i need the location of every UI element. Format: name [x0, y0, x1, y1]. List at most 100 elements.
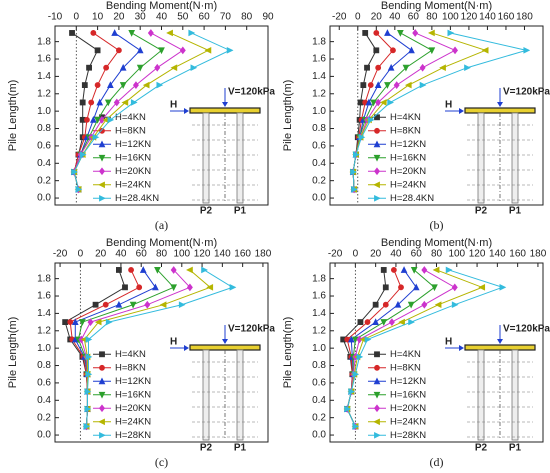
caption: (c): [155, 455, 168, 469]
series-line: [73, 32, 120, 190]
point: [156, 81, 164, 89]
legend-marker: [98, 140, 106, 148]
point: [451, 301, 459, 309]
legend-label: H=16KN: [390, 389, 426, 400]
point: [188, 29, 196, 37]
point: [186, 266, 193, 274]
x-tick-label: -20: [328, 249, 343, 260]
point: [408, 46, 415, 54]
series-line: [346, 269, 504, 427]
point: [170, 266, 177, 274]
legend-marker: [98, 377, 106, 385]
point: [398, 284, 404, 291]
point: [122, 284, 128, 291]
point: [139, 266, 147, 273]
x-tick-label: 160: [509, 249, 526, 260]
y-tick-label: 0.6: [312, 378, 326, 389]
point: [129, 301, 137, 309]
x-tick-label: 60: [199, 12, 211, 23]
y-axis-title: Pile Length(m): [7, 317, 19, 389]
y-tick-label: 0.6: [37, 141, 51, 152]
x-tick-label: 140: [479, 12, 496, 23]
y-axis-title: Pile Length(m): [7, 80, 19, 152]
y-tick-label: 1.6: [312, 291, 326, 302]
point: [394, 300, 402, 308]
point: [451, 283, 458, 292]
legend-label: H=16KN: [115, 152, 151, 163]
x-tick-label: 0: [355, 12, 361, 23]
y-tick-label: 0.4: [37, 158, 51, 169]
x-tick-label: -20: [332, 12, 347, 23]
point: [358, 133, 366, 141]
point: [374, 81, 382, 88]
legend-label: H=28KN: [390, 430, 426, 441]
legend-label: H=20KN: [115, 166, 151, 177]
point: [170, 64, 178, 72]
y-tick-label: 1.0: [312, 106, 326, 117]
point: [523, 46, 531, 54]
point: [348, 388, 356, 395]
point: [397, 30, 404, 37]
point: [94, 82, 101, 88]
point: [350, 168, 357, 176]
point: [147, 29, 154, 37]
h-arrow-head: [459, 345, 464, 351]
annotation: P2: [475, 206, 488, 217]
point: [421, 266, 428, 274]
point: [404, 81, 412, 89]
point: [478, 283, 486, 291]
point: [86, 64, 92, 71]
y-tick-label: 1.0: [37, 106, 51, 117]
x-tick-label: 80: [431, 249, 443, 260]
x-tick-label: 10: [92, 12, 104, 23]
y-tick-label: 0.2: [312, 175, 326, 186]
annotation: P2: [200, 443, 213, 454]
point: [79, 319, 86, 326]
point: [119, 82, 127, 89]
cap-slab: [464, 344, 536, 351]
point: [384, 29, 391, 36]
point: [226, 46, 234, 54]
legend-label: H=4KN: [390, 349, 421, 360]
x-tick-label: -20: [53, 249, 68, 260]
y-tick-label: 1.2: [312, 88, 326, 99]
legend-marker: [99, 194, 106, 202]
y-tick-label: 0.4: [37, 395, 51, 406]
point: [390, 267, 397, 273]
point: [98, 115, 105, 124]
y-tick-label: 0.2: [312, 412, 326, 423]
point: [432, 266, 440, 274]
point: [71, 318, 79, 325]
point: [431, 284, 438, 292]
point: [136, 64, 144, 72]
x-tick-label: 0: [78, 249, 84, 260]
point: [229, 283, 237, 291]
x-tick-label: 20: [371, 12, 383, 23]
annotation: P1: [509, 443, 522, 454]
point: [69, 30, 75, 36]
h-arrow-head: [184, 345, 189, 351]
point: [344, 405, 352, 413]
point: [83, 423, 91, 430]
legend-label: H=28.4KN: [390, 193, 434, 204]
point: [419, 81, 427, 89]
legend-label: H=28.4KN: [115, 193, 159, 204]
point: [94, 116, 101, 124]
legend-label: H=8KN: [390, 125, 421, 136]
x-tick-label: 100: [442, 12, 459, 23]
y-tick-label: 0.8: [37, 123, 51, 134]
y-tick-label: 1.8: [37, 273, 51, 284]
x-tick-label: 120: [194, 249, 211, 260]
point: [186, 283, 193, 292]
point: [113, 98, 120, 107]
point: [364, 336, 372, 343]
x-tick-label: 160: [498, 12, 515, 23]
pile: [236, 112, 244, 204]
point: [382, 284, 389, 291]
point: [79, 99, 86, 106]
y-tick-label: 1.2: [37, 325, 51, 336]
legend-label: H=20KN: [115, 403, 151, 414]
point: [87, 318, 94, 326]
point: [364, 319, 371, 325]
legend-marker: [374, 364, 380, 371]
